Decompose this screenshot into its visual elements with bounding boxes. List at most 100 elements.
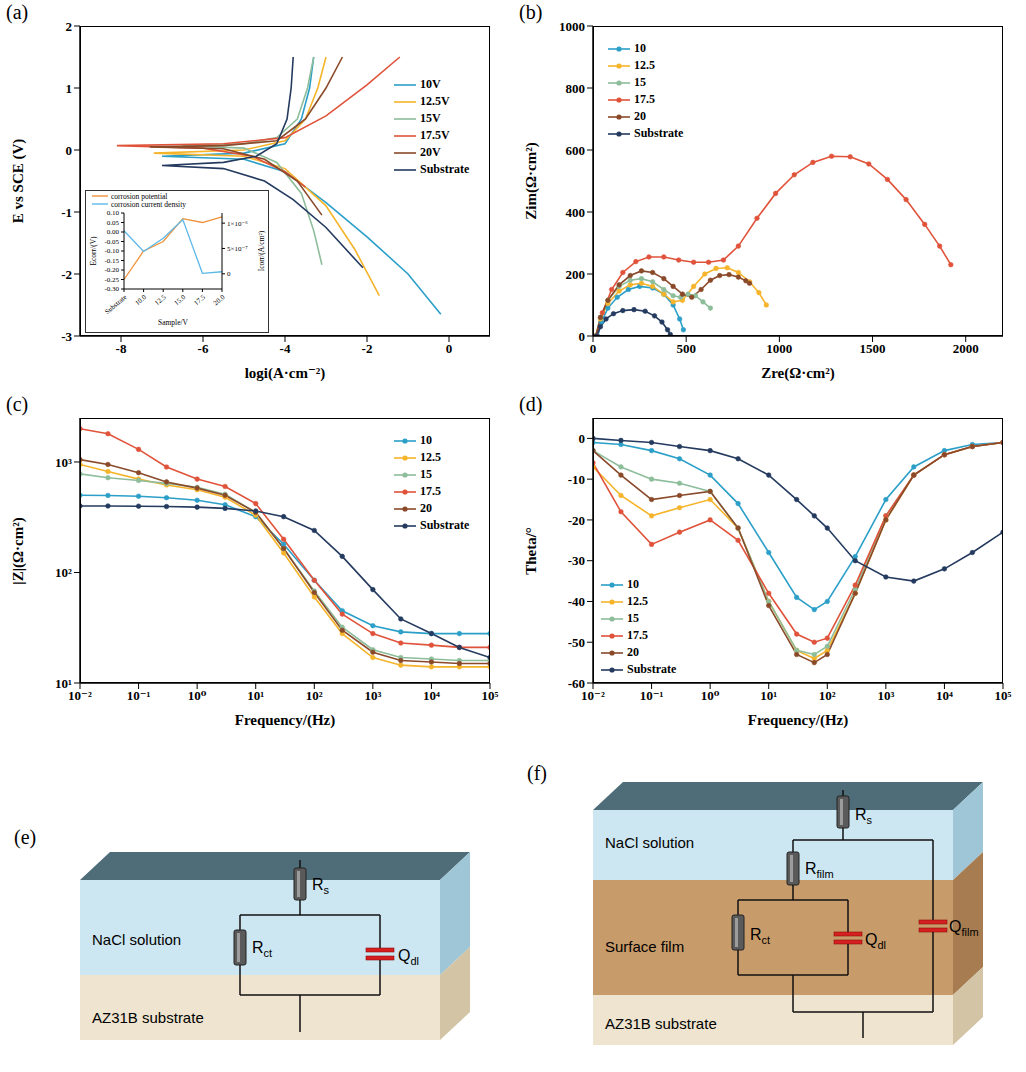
svg-text:Qfilm: Qfilm — [949, 918, 979, 938]
html-text:E vs SCE (V): E vs SCE (V) — [10, 138, 26, 224]
svg-text:0: 0 — [579, 431, 586, 446]
svg-text:10¹: 10¹ — [55, 676, 72, 691]
svg-text:-8: -8 — [116, 341, 127, 356]
svg-text:-4: -4 — [280, 341, 291, 356]
svg-text:800: 800 — [566, 81, 586, 96]
svg-text:0.05: 0.05 — [107, 219, 120, 227]
svg-text:2: 2 — [66, 19, 73, 34]
svg-text:10⁰: 10⁰ — [701, 688, 720, 703]
svg-text:Rct: Rct — [750, 926, 770, 946]
svg-text:10⁴: 10⁴ — [423, 688, 440, 703]
svg-text:-20: -20 — [568, 513, 585, 528]
html-text:|Z|(Ω·cm²): |Z|(Ω·cm²) — [10, 516, 26, 585]
svg-text:-2: -2 — [61, 267, 72, 282]
svg-text:-1: -1 — [61, 205, 72, 220]
svg-text:AZ31B substrate: AZ31B substrate — [92, 1009, 204, 1026]
svg-text:500: 500 — [676, 341, 696, 356]
svg-text:-50: -50 — [568, 635, 585, 650]
svg-text:10⁵: 10⁵ — [995, 688, 1012, 703]
svg-text:2000: 2000 — [953, 341, 979, 356]
svg-text:10⁻²: 10⁻² — [68, 688, 92, 704]
html-text:Frequency/(Hz): Frequency/(Hz) — [747, 712, 849, 728]
svg-text:Rct: Rct — [252, 939, 272, 959]
svg-text:0: 0 — [227, 270, 231, 278]
svg-text:10²: 10² — [306, 688, 323, 703]
svg-text:-30: -30 — [568, 553, 585, 568]
html-text:(d): (d) — [519, 393, 543, 415]
svg-text:10¹: 10¹ — [760, 688, 777, 703]
html-text:12.5V: 12.5V — [420, 94, 450, 108]
svg-text:Qdl: Qdl — [398, 947, 419, 967]
svg-text:-40: -40 — [568, 594, 585, 609]
svg-text:(e): (e) — [14, 826, 36, 849]
svg-text:(f): (f) — [527, 762, 547, 785]
svg-text:NaCl solution: NaCl solution — [605, 834, 694, 851]
svg-text:-0.30: -0.30 — [104, 285, 119, 293]
svg-text:Qdl: Qdl — [865, 931, 886, 951]
svg-text:10⁻²: 10⁻² — [581, 688, 605, 704]
html-text:(a): (a) — [6, 1, 29, 23]
html-text:Zre(Ω·cm²): Zre(Ω·cm²) — [761, 365, 835, 381]
svg-text:10.0: 10.0 — [134, 293, 149, 307]
svg-text:10¹: 10¹ — [247, 688, 264, 703]
html-text:logi(A·cm⁻²): logi(A·cm⁻²) — [244, 365, 326, 381]
html-text:Zim(Ω·cm²): Zim(Ω·cm²) — [523, 142, 539, 220]
svg-text:0: 0 — [579, 329, 586, 344]
svg-text:400: 400 — [566, 205, 586, 220]
svg-text:-0.05: -0.05 — [104, 238, 119, 246]
svg-text:Rfilm: Rfilm — [805, 860, 834, 880]
html-text:17.5V: 17.5V — [420, 128, 450, 142]
html-text:(c): (c) — [6, 393, 29, 415]
svg-text:0: 0 — [590, 341, 597, 356]
svg-text:AZ31B substrate: AZ31B substrate — [605, 1015, 717, 1032]
svg-text:Rs: Rs — [855, 806, 873, 826]
html-text:15V: 15V — [420, 111, 441, 125]
svg-text:0.10: 0.10 — [107, 209, 120, 217]
svg-text:10²: 10² — [819, 688, 836, 703]
svg-text:-0.20: -0.20 — [104, 266, 119, 274]
svg-text:1×10⁻⁶: 1×10⁻⁶ — [227, 220, 248, 228]
svg-text:Substrate: Substrate — [103, 293, 128, 316]
svg-text:0: 0 — [446, 341, 453, 356]
svg-text:1500: 1500 — [860, 341, 886, 356]
html-text:Frequency/(Hz): Frequency/(Hz) — [234, 712, 336, 728]
svg-text:200: 200 — [566, 267, 586, 282]
svg-text:10⁻¹: 10⁻¹ — [127, 688, 151, 703]
svg-text:1: 1 — [66, 81, 73, 96]
svg-text:10²: 10² — [55, 565, 72, 580]
svg-text:10⁻¹: 10⁻¹ — [640, 688, 664, 703]
svg-text:1000: 1000 — [559, 19, 585, 34]
svg-text:-6: -6 — [198, 341, 209, 356]
svg-text:10⁵: 10⁵ — [482, 688, 499, 703]
svg-text:600: 600 — [566, 143, 586, 158]
svg-text:10⁴: 10⁴ — [936, 688, 953, 703]
svg-text:-10: -10 — [568, 472, 585, 487]
svg-text:-3: -3 — [61, 329, 72, 344]
svg-text:0.00: 0.00 — [107, 228, 120, 236]
html-text:(b): (b) — [519, 1, 543, 23]
html-text:10V: 10V — [420, 77, 441, 91]
svg-text:0: 0 — [66, 143, 73, 158]
svg-text:12.5: 12.5 — [153, 293, 168, 307]
svg-text:20.0: 20.0 — [212, 293, 227, 307]
svg-text:Surface film: Surface film — [605, 938, 684, 955]
svg-text:Rs: Rs — [312, 876, 330, 896]
svg-text:5×10⁻⁷: 5×10⁻⁷ — [227, 245, 248, 253]
svg-text:-0.25: -0.25 — [104, 276, 119, 284]
svg-text:10³: 10³ — [877, 688, 894, 703]
html-text:12.5: 12.5 — [634, 58, 655, 72]
svg-text:10³: 10³ — [55, 455, 72, 470]
svg-text:1000: 1000 — [766, 341, 792, 356]
svg-text:-60: -60 — [568, 676, 585, 691]
svg-text:NaCl solution: NaCl solution — [92, 931, 181, 948]
svg-text:10⁰: 10⁰ — [188, 688, 207, 703]
svg-text:17.5: 17.5 — [192, 293, 207, 307]
svg-text:10³: 10³ — [364, 688, 381, 703]
html-text:Substrate: Substrate — [420, 162, 470, 176]
svg-text:15.0: 15.0 — [173, 293, 188, 307]
svg-text:-0.10: -0.10 — [104, 247, 119, 255]
svg-text:-2: -2 — [362, 341, 373, 356]
html-text:20V: 20V — [420, 145, 441, 159]
html-text:Theta/°: Theta/° — [523, 526, 539, 575]
svg-text:-0.15: -0.15 — [104, 257, 119, 265]
